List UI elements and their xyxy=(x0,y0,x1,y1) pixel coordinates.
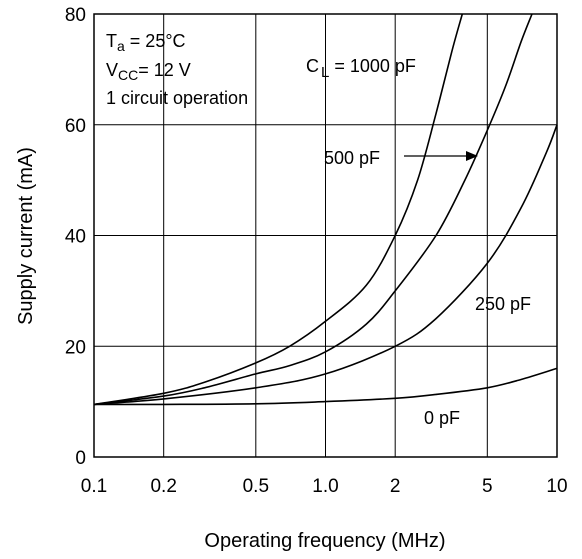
ambient-temp-condition: Ta = 25°C xyxy=(106,31,186,54)
y-axis-title: Supply current (mA) xyxy=(15,147,37,325)
series-label-500pf-arrowhead xyxy=(466,151,478,161)
series-label-250pf: 250 pF xyxy=(475,294,531,314)
x-tick-label: 2 xyxy=(390,476,401,497)
x-tick-labels: 0.1 0.2 0.5 1.0 2 5 10 xyxy=(81,476,568,497)
y-tick-label: 20 xyxy=(65,337,86,358)
y-tick-label: 40 xyxy=(65,227,86,248)
series-label-500pf: 500 pF xyxy=(324,148,380,168)
circuit-condition: 1 circuit operation xyxy=(106,88,248,108)
x-tick-label: 1.0 xyxy=(312,476,338,497)
vcc-condition: VCC= 12 V xyxy=(106,60,191,83)
y-tick-label: 0 xyxy=(75,448,86,469)
x-tick-label: 10 xyxy=(546,476,567,497)
series-label-0pf: 0 pF xyxy=(424,408,460,428)
y-tick-label: 60 xyxy=(65,116,86,137)
y-tick-label: 80 xyxy=(65,5,86,26)
x-axis-title: Operating frequency (MHz) xyxy=(204,530,445,552)
y-tick-labels: 0 20 40 60 80 xyxy=(65,5,86,469)
x-tick-label: 0.5 xyxy=(243,476,269,497)
x-tick-label: 0.1 xyxy=(81,476,107,497)
x-tick-label: 0.2 xyxy=(150,476,176,497)
x-tick-label: 5 xyxy=(482,476,493,497)
